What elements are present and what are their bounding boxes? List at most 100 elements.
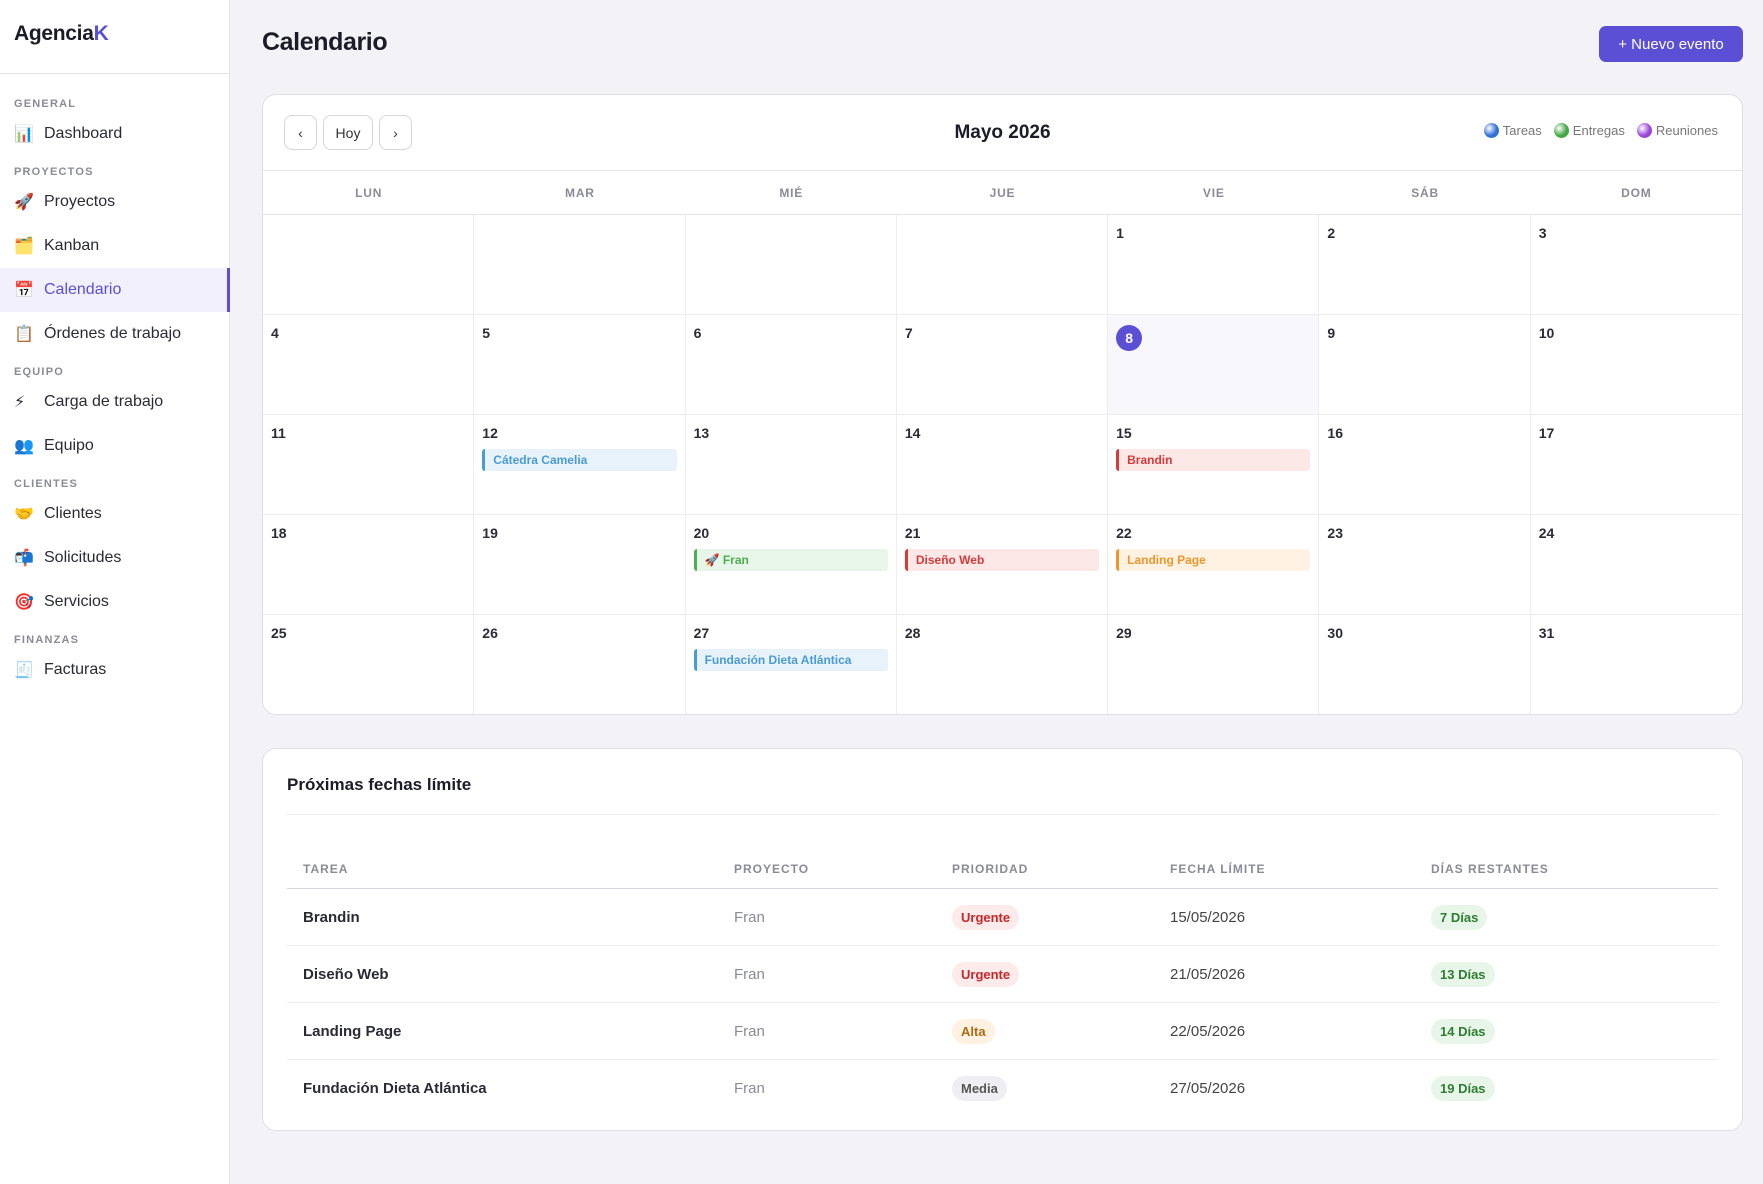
sidebar-item-proyectos[interactable]: 🚀 Proyectos [0, 180, 229, 224]
priority-badge: Urgente [952, 961, 1020, 987]
day-cell[interactable]: 12 Cátedra Camelia [474, 415, 686, 515]
table-row[interactable]: Landing Page Fran Alta 22/05/2026 14 Días [287, 1003, 1718, 1060]
column-header: TAREA [303, 861, 349, 876]
legend-dot-icon [1636, 123, 1652, 138]
sidebar-item-servicios[interactable]: 🎯 Servicios [0, 580, 229, 624]
brand-accent: K [93, 22, 109, 45]
calendar-event[interactable]: 🚀 Fran [693, 549, 888, 571]
sidebar-item-dashboard[interactable]: 📊 Dashboard [0, 112, 229, 156]
divider [287, 814, 1718, 815]
day-cell[interactable]: 23 [1319, 515, 1531, 615]
days-remaining-badge: 19 Días [1431, 1076, 1495, 1101]
sidebar-item-órdenes-de-trabajo[interactable]: 📋 Órdenes de trabajo [0, 312, 229, 356]
calendar-event[interactable]: Diseño Web [904, 549, 1100, 571]
legend-label: Entregas [1572, 123, 1625, 138]
calendar-event[interactable]: Brandin [1116, 449, 1311, 471]
clipboard-icon: 📋 [14, 326, 34, 343]
day-cell[interactable]: 20 🚀 Fran [685, 515, 897, 615]
sidebar-item-label: Kanban [44, 237, 100, 254]
sidebar-item-label: Órdenes de trabajo [44, 325, 181, 342]
nav-section-label: EQUIPO [14, 366, 64, 378]
day-cell[interactable]: 24 [1530, 515, 1742, 615]
day-cell[interactable]: 25 [263, 615, 475, 714]
day-cell[interactable]: 10 [1530, 315, 1742, 415]
legend-item: Reuniones [1636, 123, 1718, 138]
today-marker: 8 [1116, 325, 1143, 351]
day-cell[interactable]: 8 [1108, 315, 1320, 415]
day-cell[interactable]: 13 [685, 415, 897, 515]
day-cell[interactable]: 5 [474, 315, 686, 415]
column-header: DÍAS RESTANTES [1431, 861, 1549, 876]
days-cell: 7 Días [1415, 904, 1718, 930]
next-month-button[interactable]: › [379, 115, 412, 150]
table-row[interactable]: Brandin Fran Urgente 15/05/2026 7 Días [287, 889, 1718, 946]
table-row[interactable]: Fundación Dieta Atlántica Fran Media 27/05/… [287, 1060, 1718, 1117]
days-remaining-badge: 14 Días [1431, 1018, 1495, 1044]
legend-label: Tareas [1502, 123, 1542, 138]
day-number: 9 [1327, 325, 1336, 341]
sidebar-item-equipo[interactable]: 👥 Equipo [0, 424, 229, 468]
day-cell[interactable]: 4 [263, 315, 475, 415]
sidebar-item-solicitudes[interactable]: 📬 Solicitudes [0, 536, 229, 580]
day-cell[interactable]: 16 [1319, 415, 1531, 515]
sidebar: AgenciaK GENERAL 📊 Dashboard PROYECTOS 🚀 Proy… [0, 0, 230, 1184]
day-cell[interactable]: 18 [263, 515, 475, 615]
day-cell[interactable]: 7 [896, 315, 1109, 415]
day-cell[interactable]: 9 [1319, 315, 1531, 415]
days-remaining-badge: 7 Días [1431, 904, 1488, 930]
day-cell[interactable]: 19 [474, 515, 686, 615]
target-icon: 🎯 [14, 594, 34, 611]
day-cell[interactable]: 27 Fundación Dieta Atlántica [686, 615, 897, 714]
today-button[interactable]: Hoy [323, 115, 373, 150]
day-cell[interactable]: 3 [1530, 215, 1742, 315]
day-number: 12 [482, 425, 498, 441]
day-cell[interactable]: 26 [474, 615, 686, 714]
day-cell[interactable]: 15 Brandin [1108, 415, 1320, 515]
sidebar-item-carga-de-trabajo[interactable]: ⚡ Carga de trabajo [0, 380, 229, 424]
calendar-event[interactable]: Cátedra Camelia [482, 449, 677, 471]
weekday-label: VIE [1202, 185, 1225, 200]
nav-section-label: PROYECTOS [14, 166, 94, 178]
table-row[interactable]: Diseño Web Fran Urgente 21/05/2026 13 Días [287, 946, 1718, 1003]
day-cell[interactable]: 29 [1108, 615, 1320, 714]
day-cell[interactable]: 21 Diseño Web [896, 515, 1109, 615]
day-cell[interactable]: 28 [897, 615, 1109, 714]
day-cell[interactable]: 2 [1319, 215, 1531, 315]
sidebar-item-clientes[interactable]: 🤝 Clientes [0, 492, 229, 536]
day-number: 30 [1327, 625, 1343, 641]
day-cell[interactable]: 31 [1531, 615, 1742, 714]
calendar-event[interactable]: Landing Page [1116, 549, 1311, 571]
sidebar-item-facturas[interactable]: 🧾 Facturas [0, 648, 229, 692]
day-number: 7 [904, 325, 913, 341]
project-name: Fran [734, 965, 765, 983]
new-event-button[interactable]: + Nuevo evento [1599, 26, 1743, 62]
day-cell[interactable]: 30 [1319, 615, 1531, 714]
day-cell[interactable]: 17 [1530, 415, 1742, 515]
day-number: 29 [1116, 625, 1132, 641]
day-cell[interactable]: 1 [1108, 215, 1320, 315]
sidebar-item-kanban[interactable]: 🗂️ Kanban [0, 224, 229, 268]
deadlines-card: Próximas fechas límite TAREA PROYECTO PRIO… [262, 748, 1743, 1131]
day-number: 23 [1327, 525, 1343, 541]
prev-month-button[interactable]: ‹ [284, 115, 317, 150]
priority-cell: Media [936, 1076, 1154, 1101]
days-cell: 19 Días [1415, 1076, 1718, 1101]
due-date: 22/05/2026 [1170, 1022, 1246, 1040]
empty-day-cell [263, 215, 475, 315]
day-number: 24 [1538, 525, 1555, 541]
day-cell[interactable]: 22 Landing Page [1108, 515, 1320, 615]
calendar-event[interactable]: Fundación Dieta Atlántica [693, 649, 888, 671]
nav-section-label: GENERAL [14, 98, 77, 110]
days-cell: 13 Días [1415, 961, 1718, 987]
day-number: 10 [1538, 325, 1555, 341]
lightning-icon: ⚡ [14, 394, 26, 411]
day-cell[interactable]: 14 [896, 415, 1109, 515]
calendar-toolbar: ‹ Hoy › Mayo 2026 Tareas Entregas Reunione… [263, 95, 1742, 171]
calendar-legend: Tareas Entregas Reuniones [1483, 123, 1718, 138]
brand-logo[interactable]: AgenciaK [0, 0, 229, 74]
day-number: 20 [693, 525, 710, 541]
deadlines-table: TAREA PROYECTO PRIORIDAD FECHA LÍMITE DÍAS R… [287, 849, 1718, 1117]
sidebar-item-calendario[interactable]: 📅 Calendario [0, 268, 230, 312]
day-cell[interactable]: 11 [263, 415, 475, 515]
day-cell[interactable]: 6 [685, 315, 897, 415]
